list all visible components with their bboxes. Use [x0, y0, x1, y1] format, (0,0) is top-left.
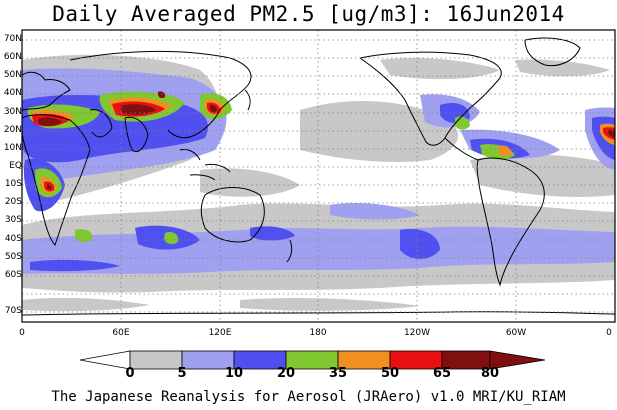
credit-footer: The Japanese Reanalysis for Aerosol (JRA…: [51, 389, 566, 405]
lat-label: EQ: [9, 161, 22, 171]
lat-label: 60S: [4, 270, 22, 280]
lon-label: 60E: [112, 328, 130, 338]
lat-label: 40N: [3, 88, 22, 98]
lon-label: 0: [606, 328, 612, 338]
colorbar-label: 20: [276, 366, 296, 381]
lat-label: 40S: [4, 234, 22, 244]
lon-label: 120E: [208, 328, 232, 338]
lat-label: 50N: [3, 70, 22, 80]
lon-label: 60W: [505, 328, 527, 338]
lat-label: 30S: [4, 215, 22, 225]
colorbar-label: 10: [224, 366, 244, 381]
map-title: Daily Averaged PM2.5 [ug/m3]: 16Jun2014: [52, 2, 565, 26]
lat-label: 20S: [4, 197, 22, 207]
lat-label: 70N: [3, 34, 22, 44]
colorbar-label: 80: [480, 366, 500, 381]
colorbar-bin-1: [129, 350, 183, 370]
lat-label: 10N: [3, 143, 22, 153]
colorbar: [79, 350, 546, 370]
lat-label: 30N: [3, 107, 22, 117]
pm25-field: [22, 54, 615, 312]
lat-label: 10S: [4, 179, 22, 189]
graticule: [22, 30, 615, 322]
colorbar-label: 35: [328, 366, 348, 381]
map-border: [21, 29, 616, 323]
lat-label: 50S: [4, 252, 22, 262]
colorbar-label: 50: [380, 366, 400, 381]
lat-label: 60N: [3, 52, 22, 62]
coastlines: [21, 37, 616, 316]
lat-label: 70S: [4, 306, 22, 316]
lon-label: 0: [19, 328, 25, 338]
colorbar-bin-8: [489, 350, 546, 370]
colorbar-bin-0: [79, 350, 131, 370]
lon-label: 120W: [403, 328, 431, 338]
colorbar-label: 5: [177, 366, 187, 381]
colorbar-label: 0: [125, 366, 135, 381]
colorbar-label: 65: [432, 366, 452, 381]
lat-label: 20N: [3, 125, 22, 135]
lon-label: 180: [309, 328, 327, 338]
